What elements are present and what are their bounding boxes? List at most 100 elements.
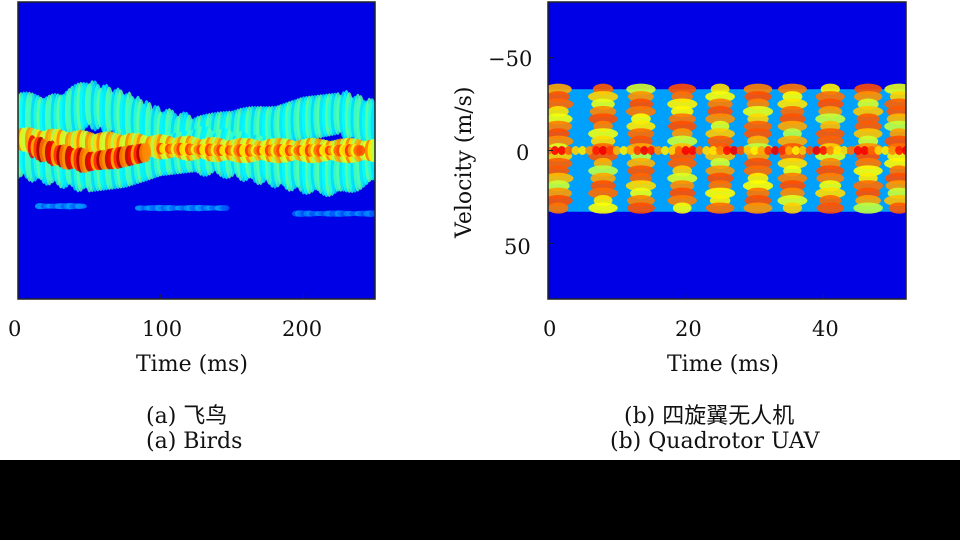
- heatmap-cell: [588, 128, 619, 140]
- heatmap-cell: [771, 146, 780, 155]
- heatmap-cell: [819, 146, 828, 155]
- heatmap-cell: [585, 146, 594, 155]
- heatmap-cell: [750, 146, 759, 155]
- caption-en: (b) Quadrotor UAV: [610, 429, 820, 454]
- heatmap-cell: [777, 98, 808, 110]
- y-tick-label: 0: [516, 141, 530, 165]
- x-tick-label: 40: [812, 317, 839, 341]
- heatmap-cell: [668, 83, 697, 95]
- heatmap-cell: [688, 146, 697, 155]
- heatmap-cell: [370, 138, 375, 163]
- heatmap-cell: [817, 98, 844, 110]
- x-tick-label: 20: [675, 317, 702, 341]
- heatmap-cell: [571, 146, 580, 155]
- heatmap-cell: [667, 98, 698, 110]
- panel-birds: 0 100 200 Time (ms) (a) 飞鸟 (a) Birds: [0, 0, 400, 460]
- heatmap-cell: [853, 146, 862, 155]
- heatmap-cell: [816, 135, 844, 147]
- heatmap-cells: [548, 2, 906, 299]
- heatmap-cell: [744, 91, 772, 103]
- heatmap-cell: [782, 202, 803, 214]
- heatmap-cell: [777, 195, 808, 207]
- heatmap-cell: [667, 172, 698, 184]
- heatmap-cell: [587, 91, 619, 103]
- heatmap-cell: [667, 120, 697, 132]
- caption-cn: (a) 飞鸟: [146, 404, 228, 429]
- heatmap-cell: [705, 202, 735, 214]
- heatmap-cell: [633, 146, 642, 155]
- heatmap-cell: [778, 146, 787, 155]
- heatmap-cells: [18, 2, 375, 299]
- heatmap-cell: [826, 146, 835, 155]
- heatmap-cell: [588, 202, 618, 214]
- heatmap-cell: [743, 165, 773, 177]
- plot-frame: [17, 1, 376, 300]
- heatmap-cell: [356, 145, 366, 156]
- heatmap-cell: [846, 146, 855, 155]
- heatmap-cell: [757, 146, 766, 155]
- caption-cn: (b) 四旋翼无人机: [624, 404, 795, 429]
- heatmap-cell: [888, 146, 897, 155]
- heatmap-cell: [853, 105, 884, 118]
- heatmap-cell: [599, 146, 608, 155]
- heatmap-cell: [888, 202, 906, 214]
- heatmap-cell: [743, 146, 752, 155]
- heatmap-cell: [578, 146, 587, 155]
- x-tick-label: 100: [142, 317, 183, 341]
- heatmap-cell: [798, 146, 807, 155]
- heatmap-cell: [840, 146, 849, 155]
- x-axis-label: Time (ms): [667, 352, 779, 377]
- heatmap-cell: [588, 113, 618, 125]
- heatmap-cell: [627, 165, 655, 177]
- heatmap-cell: [619, 146, 628, 155]
- heatmap-cell: [654, 146, 663, 155]
- x-tick-label: 0: [543, 317, 557, 341]
- heatmap-cell: [777, 157, 808, 170]
- birds-spectrogram: [17, 1, 376, 300]
- heatmap-cell: [716, 146, 725, 155]
- heatmap-cell: [777, 172, 808, 184]
- heatmap-cell: [588, 165, 618, 177]
- heatmap-cell: [784, 146, 793, 155]
- heatmap-cell: [605, 146, 614, 155]
- heatmap-cell: [853, 180, 884, 192]
- heatmap-cell: [860, 146, 869, 155]
- heatmap-cell: [816, 172, 845, 184]
- heatmap-cell: [881, 146, 890, 155]
- heatmap-cell: [705, 187, 736, 199]
- heatmap-cell: [640, 146, 649, 155]
- heatmap-cell: [370, 102, 375, 147]
- heatmap-cell: [812, 146, 821, 155]
- heatmap-cell: [626, 146, 635, 155]
- heatmap-cell: [853, 128, 883, 140]
- heatmap-cell: [647, 146, 656, 155]
- heatmap-cell: [625, 105, 656, 118]
- heatmap-cell: [369, 210, 375, 217]
- heatmap-cell: [729, 146, 738, 155]
- y-tick-label: −50: [488, 47, 533, 71]
- heatmap-cell: [667, 146, 676, 155]
- heatmap-cell: [557, 146, 566, 155]
- heatmap-cell: [777, 135, 808, 147]
- quadrotor-spectrogram: [547, 1, 907, 300]
- heatmap-cell: [667, 135, 698, 147]
- heatmap-cell: [142, 142, 152, 163]
- heatmap-cell: [681, 146, 690, 155]
- heatmap-cell: [743, 202, 773, 214]
- heatmap-cell: [736, 146, 745, 155]
- heatmap-cell: [705, 91, 736, 103]
- heatmap-cell: [895, 146, 904, 155]
- heatmap-cell: [867, 146, 876, 155]
- heatmap-cell: [833, 146, 842, 155]
- heatmap-cell: [548, 202, 569, 214]
- caption-en: (a) Birds: [146, 429, 243, 454]
- heatmap-cell: [815, 113, 846, 125]
- heatmap-cell: [705, 128, 735, 140]
- heatmap-cell: [220, 204, 230, 212]
- heatmap-cell: [815, 91, 845, 103]
- y-axis-label: Velocity (m/s): [452, 86, 477, 238]
- heatmap-cell: [77, 203, 87, 209]
- heatmap-cell: [815, 187, 846, 199]
- heatmap-cell: [695, 146, 704, 155]
